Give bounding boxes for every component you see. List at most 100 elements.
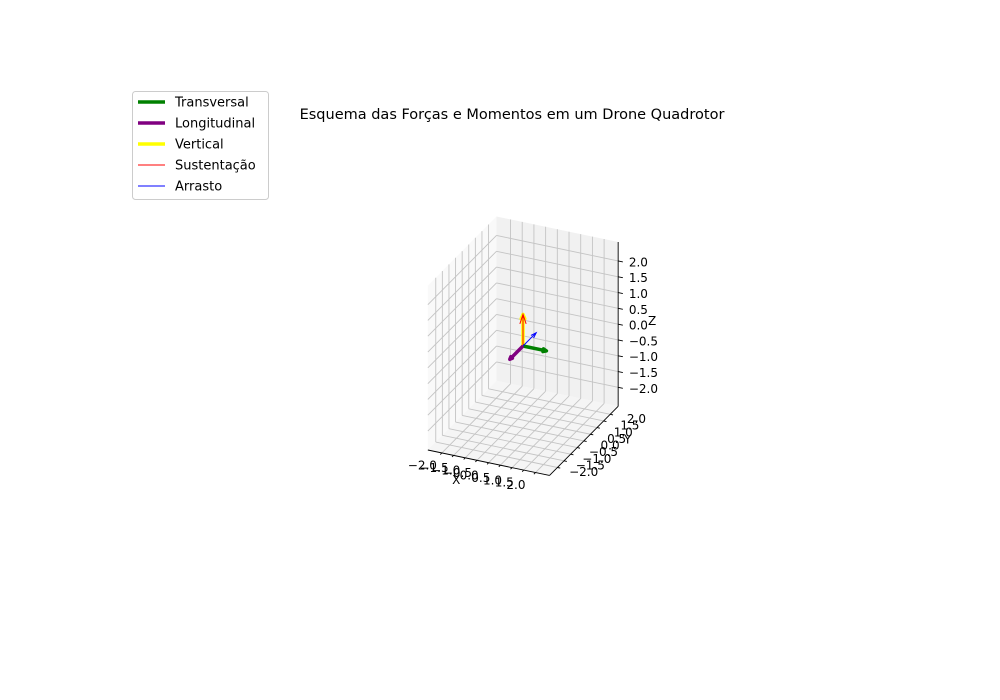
- grid-line: [427, 235, 497, 305]
- tick-mark: [570, 453, 574, 456]
- grid-line: [496, 282, 619, 309]
- legend-label: Transversal: [174, 96, 249, 111]
- x-tick-label: −1.5: [419, 461, 448, 475]
- legend-label: Vertical: [175, 138, 224, 153]
- y-tick-label: −1.5: [576, 459, 605, 473]
- tick-mark: [439, 452, 443, 455]
- y-tick-label: 0.5: [607, 432, 626, 446]
- tick-mark: [563, 460, 567, 462]
- tick-mark: [618, 355, 623, 358]
- z-tick-label: 1.5: [629, 271, 648, 285]
- x-axis-label: X: [452, 473, 460, 487]
- tick-mark: [596, 427, 600, 429]
- y-tick-label: 0.0: [601, 439, 620, 453]
- grid-line: [475, 401, 598, 429]
- tick-mark: [618, 260, 623, 263]
- grid-line: [488, 388, 611, 415]
- grid-line: [496, 250, 619, 278]
- z-tick-label: −2.0: [629, 382, 658, 396]
- vector-head: [530, 331, 538, 339]
- y-axis-label: Y: [623, 433, 632, 447]
- tick-mark: [521, 469, 525, 473]
- vector-head: [519, 312, 527, 325]
- grid-line: [427, 298, 497, 369]
- tick-mark: [618, 386, 623, 389]
- tick-mark: [583, 440, 587, 442]
- z-tick-label: −0.5: [629, 334, 658, 348]
- tick-labels: −2.0 −2.0−2.0−1.5 −1.5−1.5−1.0−1.0−1.0−0.5…: [408, 255, 658, 492]
- axis-lines: [427, 242, 623, 476]
- z-tick-label: 1.0: [629, 287, 648, 301]
- grid-line: [511, 398, 582, 468]
- x-tick-label: −0.5: [443, 466, 472, 480]
- z-tick-label: 0.0: [629, 319, 648, 333]
- legend-label: Sustentação: [175, 159, 256, 174]
- legend: Transversal Longitudinal Vertical Sustentaç…: [132, 91, 269, 200]
- grid-line: [468, 408, 591, 435]
- y-tick-label: −1.0: [582, 452, 611, 466]
- x-tick-label: 1.5: [495, 476, 514, 490]
- tick-mark: [451, 455, 454, 458]
- z-tick-label: 0.5: [629, 303, 648, 317]
- grid-line: [462, 414, 584, 442]
- tick-mark: [486, 462, 489, 465]
- vector-4: [522, 331, 538, 347]
- x-tick-label: −2.0: [408, 459, 437, 473]
- grid-line: [500, 395, 570, 466]
- y-tick-label: −2.0: [569, 465, 598, 479]
- x-tick-label: 1.0: [483, 473, 502, 487]
- tick-mark: [498, 464, 501, 468]
- tick-mark: [510, 467, 513, 470]
- tick-mark: [618, 276, 623, 279]
- z-tick-label: −1.0: [629, 350, 658, 364]
- x-tick-label: −1.0: [431, 463, 460, 477]
- tick-mark: [618, 292, 623, 294]
- axis-panes: [427, 216, 619, 476]
- tick-mark: [557, 467, 561, 469]
- x-tick-label: 0.0: [460, 468, 479, 482]
- tick-mark: [577, 447, 581, 449]
- grid-line: [496, 298, 619, 325]
- legend-frame: [132, 91, 269, 200]
- grid-line: [427, 282, 497, 353]
- vector-shaft: [509, 344, 525, 360]
- y-tick-label: 2.0: [627, 412, 646, 426]
- legend-label: Longitudinal: [175, 117, 255, 132]
- z-tick-label: −1.5: [629, 366, 658, 380]
- grid-line: [427, 266, 497, 337]
- vector-shaft: [522, 332, 537, 347]
- grid-line: [427, 250, 497, 321]
- vector-3: [519, 312, 527, 346]
- tick-mark: [618, 323, 623, 326]
- chart-title: Esquema das Forças e Momentos em um Dron…: [300, 107, 725, 123]
- y-tick-label: 1.5: [620, 419, 639, 433]
- tick-mark: [475, 459, 478, 463]
- vector-head: [508, 354, 515, 362]
- tick-mark: [533, 472, 536, 475]
- tick-mark: [463, 457, 466, 460]
- tick-mark: [618, 307, 623, 310]
- grid-line: [496, 235, 619, 262]
- y-tick-label: −0.5: [589, 445, 618, 459]
- x-tick-label: 2.0: [506, 478, 525, 492]
- tick-mark: [618, 339, 623, 342]
- vector-1: [508, 344, 525, 362]
- x-tick-label: 0.5: [471, 471, 490, 485]
- tick-mark: [590, 433, 594, 436]
- z-tick-label: 2.0: [629, 255, 648, 269]
- grid-line: [523, 400, 593, 471]
- grid-line: [535, 403, 605, 473]
- tick-mark: [603, 420, 607, 422]
- y-axis-line: [549, 406, 619, 476]
- tick-mark: [618, 371, 623, 373]
- legend-label: Arrasto: [175, 180, 222, 195]
- vector-shaft: [522, 344, 545, 353]
- y-tick-label: 1.0: [614, 425, 633, 439]
- grid-line: [496, 266, 619, 294]
- tick-mark: [610, 413, 614, 416]
- z-axis-label: Z: [648, 314, 656, 328]
- vector-head: [541, 347, 549, 354]
- force-vectors: [508, 312, 549, 362]
- grid-line: [481, 395, 604, 422]
